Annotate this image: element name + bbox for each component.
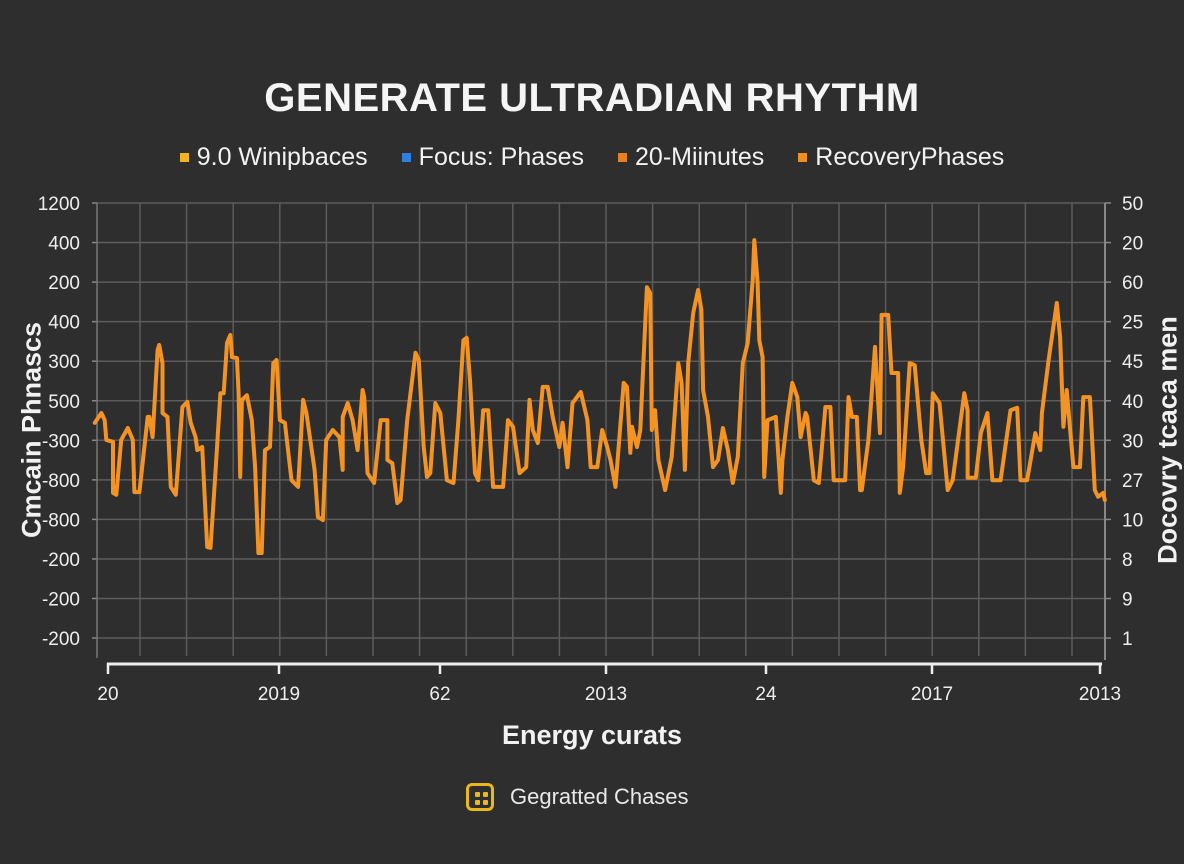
footer-legend: Gegratted Chases — [466, 783, 689, 811]
x-tick-label: 2019 — [258, 684, 300, 705]
legend: 9.0 Winipbaces Focus: Phases 20-Miinutes… — [0, 143, 1184, 172]
y-tick-label-right: 50 — [1122, 194, 1143, 215]
y-tick-label-right: 45 — [1122, 352, 1143, 373]
legend-label: Focus: Phases — [418, 143, 585, 171]
legend-label: RecoveryPhases — [815, 143, 1005, 171]
x-tick-label: 20 — [97, 684, 118, 705]
legend-label: 20-Miinutes — [635, 143, 765, 171]
legend-item: 9.0 Winipbaces — [179, 143, 368, 172]
y-tick-label-left: -300 — [42, 431, 80, 452]
legend-item: Focus: Phases — [401, 143, 585, 172]
legend-label: 9.0 Winipbaces — [196, 143, 368, 171]
y-axis-label-right: Docovry tcaca men — [1152, 316, 1183, 564]
footer-label: Gegratted Chases — [510, 784, 689, 809]
legend-swatch — [618, 153, 628, 162]
legend-swatch — [401, 153, 411, 162]
y-tick-label-right: 10 — [1122, 510, 1143, 531]
x-tick-label: 2017 — [911, 684, 953, 705]
y-tick-label-right: 25 — [1122, 313, 1143, 334]
x-tick-label: 2013 — [1079, 684, 1121, 705]
y-tick-label-right: 1 — [1122, 629, 1133, 650]
y-axis-label-left: Cmcain Phnascs — [16, 321, 47, 539]
y-tick-label-left: 500 — [48, 392, 80, 413]
y-tick-label-right: 8 — [1122, 550, 1133, 571]
y-tick-label-left: 400 — [48, 234, 80, 255]
axes — [92, 202, 1111, 674]
x-tick-label: 24 — [755, 684, 777, 705]
y-tick-label-left: -200 — [42, 590, 80, 611]
y-tick-label-right: 20 — [1122, 234, 1143, 255]
x-tick-label: 62 — [429, 684, 450, 705]
series-line — [92, 238, 1107, 555]
y-tick-label-left: 400 — [48, 313, 80, 334]
y-tick-label-left: -200 — [42, 629, 80, 650]
y-tick-label-right: 60 — [1122, 273, 1143, 294]
y-tick-label-left: 200 — [48, 273, 80, 294]
y-tick-label-left: -800 — [42, 471, 80, 492]
y-tick-label-left: -200 — [42, 550, 80, 571]
grid — [97, 202, 1105, 656]
grid-dots-icon — [466, 783, 494, 811]
legend-item: RecoveryPhases — [798, 143, 1004, 172]
x-axis-label: Energy curats — [501, 720, 683, 750]
chart-title: GENERATE ULTRADIAN RHYTHM — [264, 76, 920, 120]
y-tick-label-right: 40 — [1122, 392, 1143, 413]
y-tick-label-right: 27 — [1122, 471, 1143, 492]
y-tick-label-left: 300 — [48, 352, 80, 373]
y-tick-label-right: 9 — [1122, 590, 1133, 611]
y-tick-label-left: 1200 — [38, 194, 80, 215]
y-tick-label-right: 30 — [1122, 431, 1143, 452]
legend-item: 20-Miinutes — [618, 143, 764, 172]
x-tick-label: 2013 — [585, 684, 627, 705]
legend-swatch — [798, 153, 808, 162]
legend-swatch — [179, 153, 189, 162]
y-tick-label-left: -800 — [42, 510, 80, 531]
tick-labels: 1200 400 200 400 300 500 -300 -800 -800 -200 -200 -… — [38, 194, 1143, 705]
